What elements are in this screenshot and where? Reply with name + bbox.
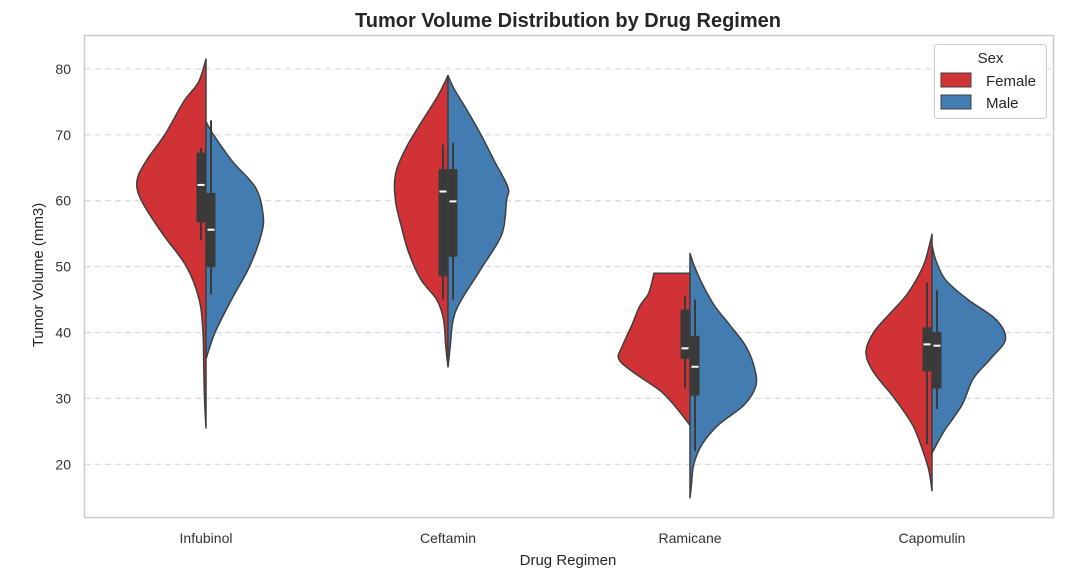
iqr-box-female (680, 309, 690, 359)
y-tick-label: 40 (55, 325, 71, 341)
y-tick-label: 70 (55, 127, 71, 143)
legend-swatch-male (940, 94, 972, 110)
iqr-box-female (438, 169, 448, 277)
violin-female-ceftamin (393, 74, 449, 368)
x-tick-labels: Infubinol Ceftamin Ramicane Capomulin (180, 530, 966, 546)
iqr-box-female (196, 152, 206, 223)
violin-male-ceftamin (447, 74, 510, 368)
violin-male-infubinol (205, 120, 265, 360)
y-tick-label: 20 (55, 456, 71, 472)
y-axis-label: Tumor Volume (mm3) (30, 203, 47, 347)
x-axis-label: Drug Regimen (520, 552, 617, 569)
legend: Sex Female Male (934, 44, 1047, 119)
violin-female-infubinol (136, 58, 207, 429)
violins (136, 58, 1007, 499)
violin-female-ramicane (617, 272, 691, 427)
chart-title: Tumor Volume Distribution by Drug Regime… (355, 10, 781, 32)
plot-frame (83, 34, 1055, 519)
legend-title: Sex (978, 50, 1004, 67)
iqr-box-male (932, 331, 942, 389)
legend-swatch-female (940, 72, 972, 88)
x-tick-label: Ramicane (658, 530, 721, 546)
y-tick-label: 50 (55, 259, 71, 275)
x-tick-label: Ceftamin (420, 530, 476, 546)
violin-male-ramicane (689, 252, 758, 499)
legend-label-male: Male (986, 95, 1019, 112)
x-tick-label: Infubinol (180, 530, 233, 546)
iqr-box-female (922, 327, 932, 372)
violin-female-capomulin (865, 233, 933, 492)
iqr-box-male (448, 169, 458, 257)
violin-male-capomulin (931, 244, 1007, 454)
x-tick-label: Capomulin (899, 530, 966, 546)
y-tick-label: 30 (55, 390, 71, 406)
y-tick-label: 60 (55, 193, 71, 209)
y-tick-label: 80 (55, 61, 71, 77)
legend-label-female: Female (986, 73, 1036, 90)
y-tick-labels: 20 30 40 50 60 70 80 (55, 61, 71, 472)
inner-boxplots (196, 120, 942, 452)
